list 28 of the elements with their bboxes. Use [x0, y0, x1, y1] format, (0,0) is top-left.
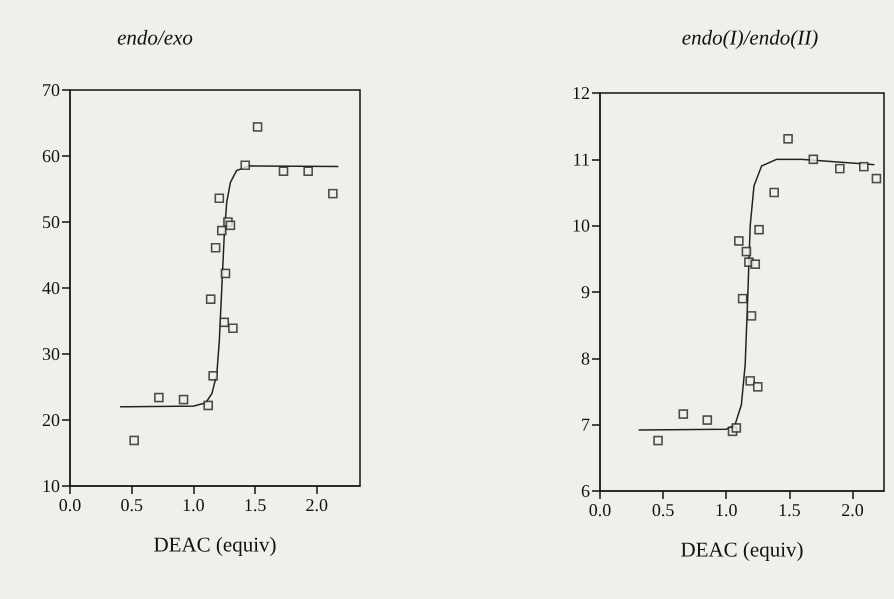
- y-tick-label: 6: [581, 481, 590, 501]
- y-tick-label: 10: [572, 216, 590, 236]
- x-tick-label: 0.5: [652, 500, 674, 520]
- y-tick-label: 12: [572, 83, 590, 103]
- x-tick-label: 0.0: [58, 495, 82, 515]
- y-tick-label: 50: [42, 212, 60, 232]
- x-tick-label: 1.5: [244, 495, 266, 515]
- y-tick-label: 9: [581, 282, 590, 302]
- chart-title: endo/exo: [117, 26, 193, 50]
- y-tick-label: 10: [42, 476, 60, 496]
- y-tick-label: 40: [42, 278, 60, 298]
- x-tick-label: 1.5: [778, 500, 801, 520]
- x-axis-title: DEAC (equiv): [153, 532, 277, 556]
- x-axis-title: DEAC (equiv): [680, 538, 804, 562]
- x-tick-label: 0.0: [588, 500, 612, 520]
- x-tick-label: 2.0: [306, 495, 328, 515]
- x-tick-label: 2.0: [841, 500, 864, 520]
- y-tick-label: 7: [581, 414, 590, 435]
- x-tick-label: 1.0: [182, 495, 205, 515]
- chart-title: endo(I)/endo(II): [682, 26, 818, 50]
- y-tick-label: 70: [42, 80, 60, 100]
- y-tick-label: 30: [42, 344, 60, 364]
- y-tick-label: 60: [42, 146, 60, 166]
- x-tick-label: 1.0: [714, 500, 738, 520]
- y-tick-label: 11: [572, 149, 590, 170]
- y-tick-label: 20: [42, 410, 60, 430]
- x-tick-label: 0.5: [120, 495, 143, 515]
- y-tick-label: 8: [581, 348, 590, 368]
